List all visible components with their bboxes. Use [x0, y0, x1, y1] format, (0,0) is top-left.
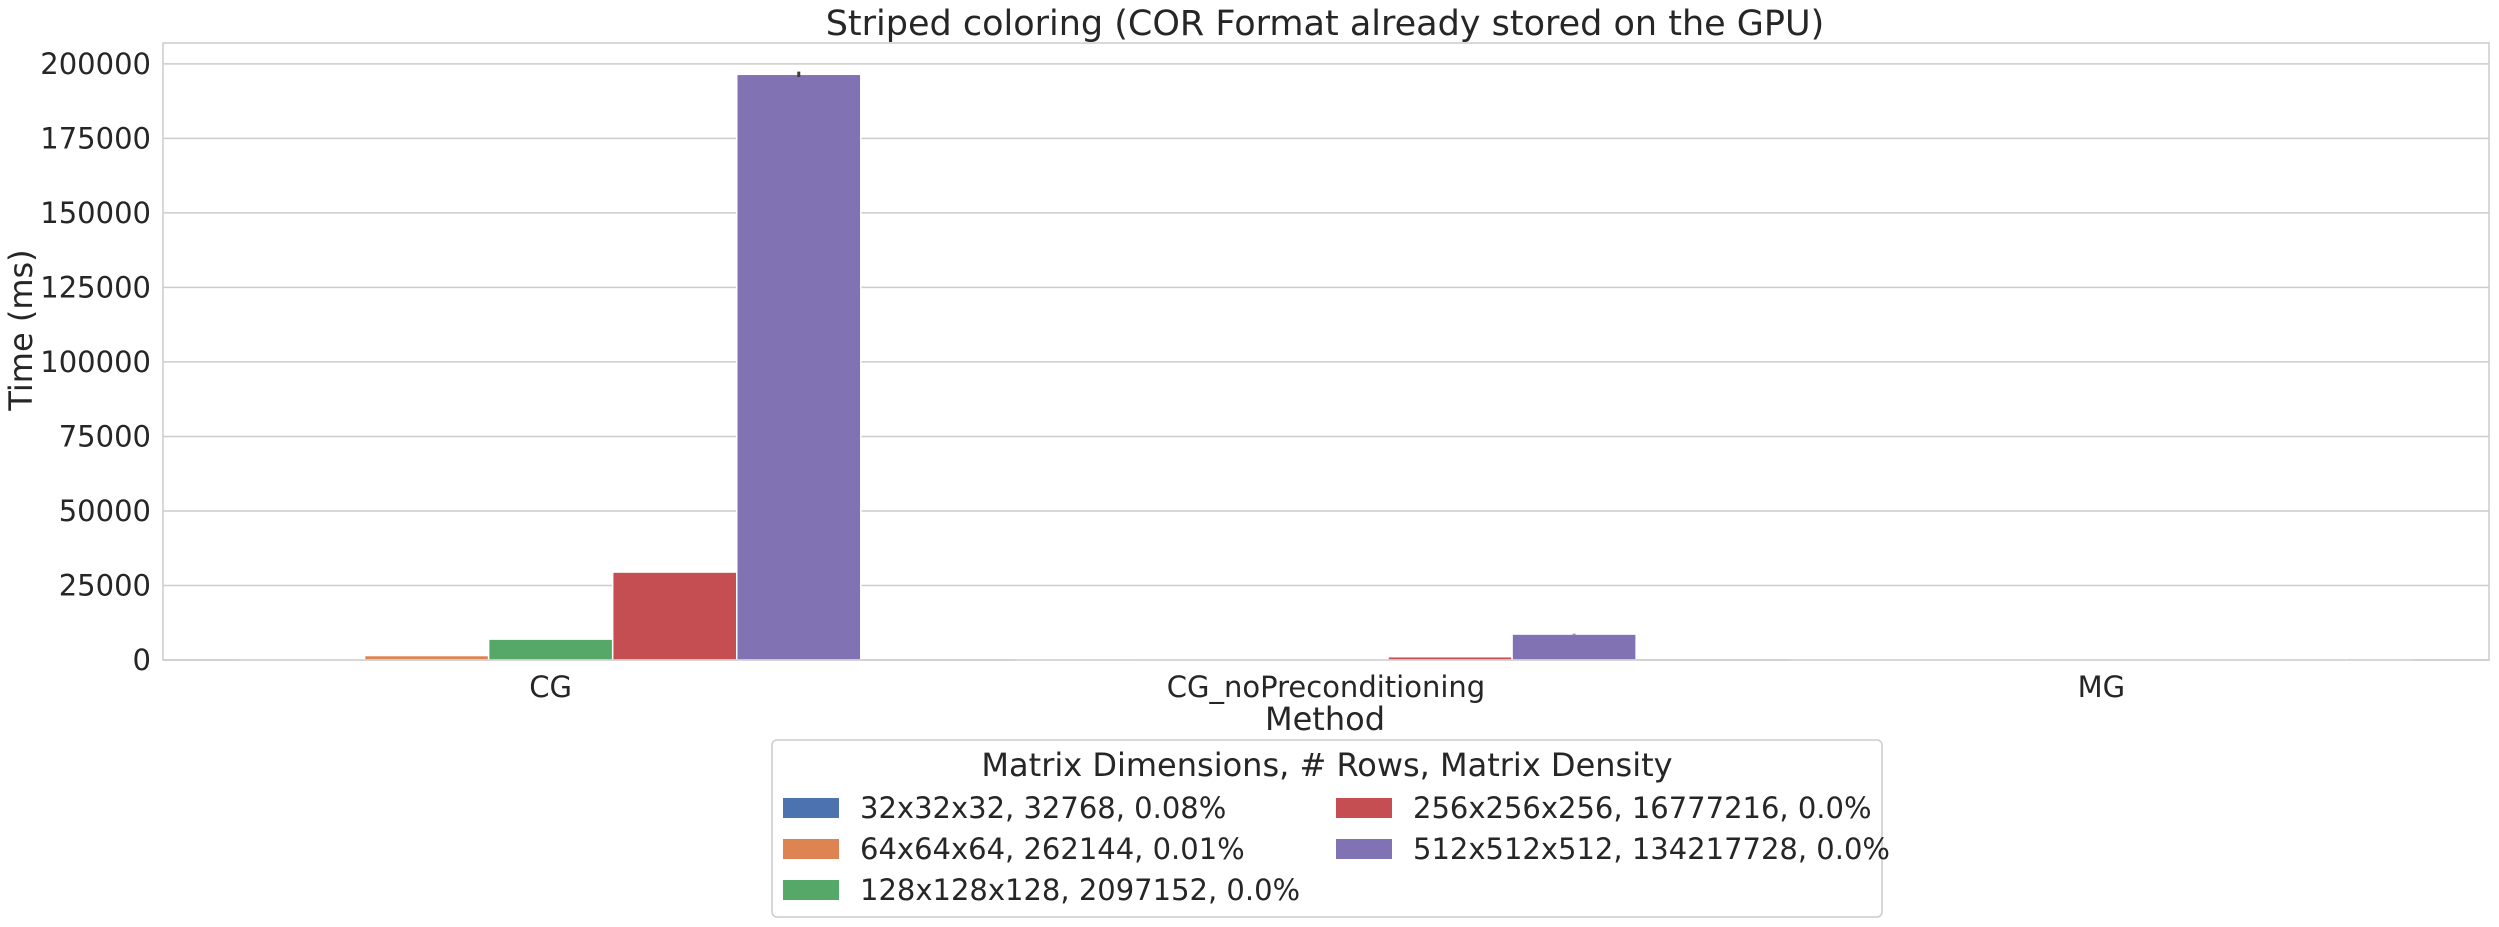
bar [611, 571, 738, 661]
y-tick-label: 150000 [40, 196, 151, 230]
legend-label: 256x256x256, 16777216, 0.0% [1413, 791, 1872, 825]
legend-label: 64x64x64, 262144, 0.01% [860, 832, 1245, 866]
legend-items: 32x32x32, 32768, 0.08% 64x64x64, 262144, … [783, 791, 1890, 907]
y-tick-label: 175000 [40, 121, 151, 155]
plot-frame [162, 42, 2490, 661]
legend: Matrix Dimensions, # Rows, Matrix Densit… [771, 739, 1890, 918]
legend-title: Matrix Dimensions, # Rows, Matrix Densit… [981, 746, 1672, 784]
x-tick-label: CG_noPreconditioning [1167, 670, 1485, 704]
bars [239, 71, 2413, 661]
legend-swatch [1336, 798, 1392, 818]
x-tick-label: CG [529, 670, 572, 704]
legend-label: 128x128x128, 2097152, 0.0% [860, 873, 1300, 907]
y-tick-labels: 0 25000 50000 75000 100000 125000 150000 175000… [40, 47, 151, 677]
legend-label: 32x32x32, 32768, 0.08% [860, 791, 1226, 825]
bar [487, 638, 614, 661]
x-tick-label: MG [2078, 670, 2126, 704]
chart-title: Striped coloring (COR Format already sto… [826, 4, 1825, 44]
grid-lines [163, 63, 2489, 661]
y-tick-label: 200000 [40, 47, 151, 81]
legend-swatch [1336, 839, 1392, 859]
legend-box [771, 739, 1883, 918]
y-axis-label: Time (ms) [2, 249, 40, 411]
bar [735, 73, 862, 661]
y-tick-label: 100000 [40, 345, 151, 379]
y-tick-label: 0 [133, 643, 151, 677]
y-tick-label: 125000 [40, 270, 151, 304]
bar [1511, 633, 1637, 661]
y-tick-label: 75000 [59, 419, 151, 453]
y-tick-label: 25000 [59, 568, 151, 602]
x-axis-label: Method [1265, 700, 1385, 738]
legend-swatch [783, 839, 839, 859]
legend-swatch [783, 880, 839, 900]
legend-swatch [783, 798, 839, 818]
y-tick-label: 50000 [59, 494, 151, 528]
legend-label: 512x512x512, 134217728, 0.0% [1413, 832, 1890, 866]
x-tick-labels: CG CG_noPreconditioning MG [529, 670, 2125, 704]
